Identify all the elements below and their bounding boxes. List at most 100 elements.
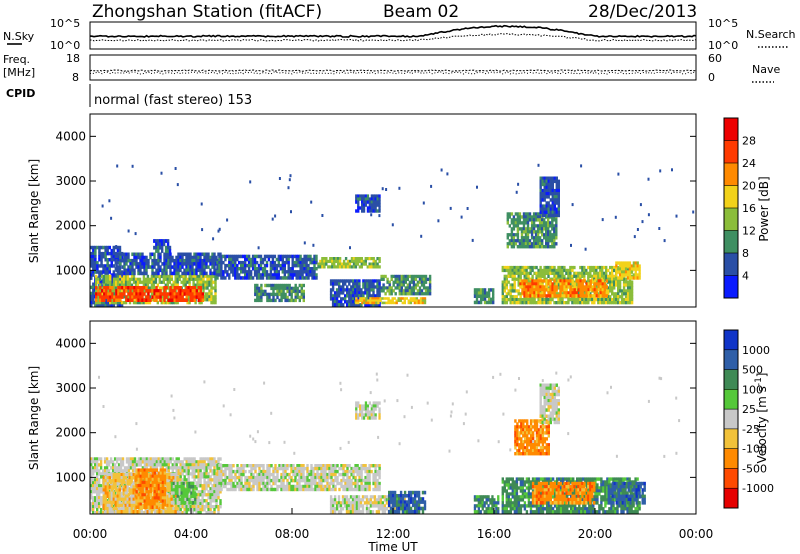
colorbar-swatch <box>724 253 738 276</box>
heatmap-cell <box>404 289 407 293</box>
heatmap-cell <box>522 230 526 234</box>
heatmap-cell <box>207 265 210 269</box>
heatmap-cell <box>219 499 222 503</box>
heatmap-cell <box>283 276 286 280</box>
heatmap-cell <box>329 265 332 269</box>
heatmap-cell <box>98 484 101 488</box>
heatmap-cell <box>106 258 109 262</box>
heatmap-cell <box>127 463 131 467</box>
heatmap-cell <box>115 457 119 461</box>
heatmap-cell <box>581 271 584 275</box>
colorbar-swatch <box>724 118 738 141</box>
heatmap-cell <box>255 270 259 274</box>
heatmap-cell <box>157 252 160 257</box>
heatmap-cell <box>273 260 277 265</box>
heatmap-cell <box>530 242 534 246</box>
heatmap-cell <box>171 289 174 293</box>
heatmap-cell <box>260 298 263 303</box>
heatmap-cell <box>398 280 401 284</box>
heatmap-cell <box>213 484 216 488</box>
heatmap-cell <box>90 276 93 280</box>
heatmap-cell <box>340 262 344 266</box>
heatmap-cell <box>372 282 375 286</box>
heatmap-cell <box>242 254 245 259</box>
heatmap-cell <box>565 285 568 289</box>
heatmap-cell <box>370 303 373 307</box>
heatmap-cell <box>160 298 163 302</box>
heatmap-cell <box>530 221 534 225</box>
heatmap-cell <box>184 283 187 287</box>
heatmap-cell <box>591 274 594 278</box>
heatmap-cell <box>611 301 614 305</box>
heatmap-cell <box>104 245 107 250</box>
heatmap-cell <box>181 262 184 266</box>
heatmap-cell <box>506 218 509 222</box>
heatmap-cell <box>197 460 200 464</box>
heatmap-cell <box>96 502 99 506</box>
heatmap-cell <box>593 285 596 289</box>
heatmap-cell <box>553 213 556 218</box>
heatmap-cell <box>543 245 546 249</box>
heatmap-cell <box>585 271 588 275</box>
heatmap-cell <box>181 463 184 467</box>
heatmap-cell <box>587 295 590 299</box>
heatmap-cell <box>561 285 564 289</box>
heatmap-cell <box>518 239 522 243</box>
heatmap-cell <box>372 291 375 295</box>
heatmap-cell <box>213 487 216 491</box>
heatmap-cell <box>137 268 140 273</box>
heatmap-cell <box>149 252 152 257</box>
heatmap-cell <box>350 303 353 307</box>
heatmap-cell <box>539 204 542 208</box>
heatmap-cell <box>374 303 377 307</box>
heatmap-cell <box>99 277 102 281</box>
heatmap-cell <box>553 239 556 243</box>
heatmap-cell <box>410 277 414 281</box>
heatmap-cell <box>247 257 251 262</box>
heatmap-cell <box>143 258 146 263</box>
heatmap-cell <box>368 209 371 213</box>
heatmap-cell <box>177 258 180 263</box>
heatmap-cell <box>350 288 353 292</box>
heatmap-cell <box>99 487 103 491</box>
heatmap-cell <box>291 254 294 259</box>
heatmap-cell <box>118 264 122 268</box>
heatmap-cell <box>205 466 208 470</box>
heatmap-cell <box>151 265 154 269</box>
heatmap-cell <box>622 298 626 302</box>
heatmap-cell <box>103 283 106 287</box>
heatmap-cell <box>145 268 148 273</box>
heatmap-cell <box>226 270 229 274</box>
heatmap-cell <box>207 463 210 467</box>
heatmap-cell <box>605 274 608 278</box>
heatmap-cell <box>522 212 526 216</box>
heatmap-cell <box>213 478 216 482</box>
heatmap-cell <box>525 279 528 283</box>
heatmap-cell <box>208 295 211 299</box>
heatmap-cell <box>569 265 572 270</box>
heatmap-cell <box>193 268 196 273</box>
heatmap-cell <box>346 279 349 283</box>
heatmap-cell <box>396 274 399 279</box>
heatmap-cell <box>545 268 548 273</box>
colorbar-swatch <box>724 140 738 164</box>
heatmap-cell <box>202 277 205 281</box>
heatmap-cell <box>220 257 223 262</box>
heatmap-cell <box>541 224 544 228</box>
heatmap-cell <box>171 463 174 467</box>
heatmap-cell <box>102 494 105 498</box>
heatmap-cell <box>601 294 604 298</box>
heatmap-cell <box>193 469 196 473</box>
heatmap-cell <box>485 294 489 298</box>
heatmap-cell <box>537 274 540 278</box>
heatmap-cell <box>195 268 198 273</box>
heatmap-cell <box>169 460 172 464</box>
heatmap-cell <box>303 254 306 259</box>
heatmap-cell <box>102 267 105 271</box>
heatmap-cell <box>543 301 546 305</box>
heatmap-cell <box>575 294 578 298</box>
heatmap-cell <box>110 248 113 253</box>
heatmap-cell <box>302 289 305 294</box>
heatmap-cell <box>112 286 116 290</box>
heatmap-cell <box>553 230 556 234</box>
